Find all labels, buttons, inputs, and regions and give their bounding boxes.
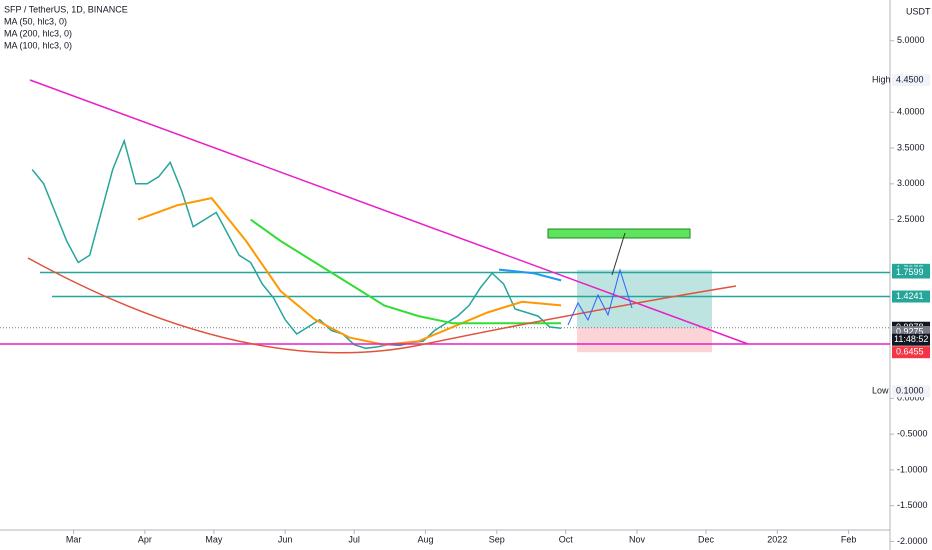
price-badge-label: 1.7599 [896, 267, 924, 277]
x-tick-label: 2022 [767, 534, 787, 544]
price-badge [892, 385, 930, 398]
price-line [31, 138, 562, 350]
ma-line [250, 218, 562, 325]
x-tick-label: Dec [698, 534, 715, 544]
price-badge-label: 0.9275 [896, 326, 924, 336]
y-tick-label: -1.5000 [897, 500, 928, 510]
price-tag: Low [872, 386, 889, 396]
x-tick-label: Aug [417, 534, 433, 544]
profit-zone [577, 269, 712, 328]
x-tick-label: Sep [489, 534, 505, 544]
price-badge-label: 1.4241 [896, 291, 924, 301]
legend-entry: MA (200, hlc3, 0) [4, 28, 72, 38]
y-tick-label: 0.0000 [897, 393, 925, 403]
price-badge [892, 74, 930, 87]
projection-path [567, 268, 633, 326]
price-badge-label: 0.6455 [896, 347, 924, 357]
y-tick-label: -1.0000 [897, 464, 928, 474]
y-tick-label: 5.0000 [897, 35, 925, 45]
legend-entry: MA (50, hlc3, 0) [4, 16, 67, 26]
y-tick-label: -2.0000 [897, 536, 928, 546]
price-badge [892, 346, 930, 359]
ma-line [498, 268, 562, 282]
y-tick-label: 4.0000 [897, 107, 925, 117]
ma-line [137, 196, 562, 346]
countdown: 11:48:52 [894, 334, 928, 344]
price-badge-label: 4.4500 [896, 74, 924, 84]
x-tick-label: Mar [66, 534, 82, 544]
legend-entry: MA (100, hlc3, 0) [4, 40, 72, 50]
y-tick-label: 2.5000 [897, 214, 925, 224]
price-badge [892, 266, 930, 279]
y-tick-label: 3.0000 [897, 178, 925, 188]
target-box [547, 228, 691, 239]
curve [27, 257, 737, 354]
x-tick-label: Jul [348, 534, 360, 544]
x-tick-label: Jun [278, 534, 293, 544]
arrow [611, 232, 626, 276]
x-tick-label: Feb [841, 534, 857, 544]
plot [0, 138, 890, 353]
y-tick-label: -0.5000 [897, 429, 928, 439]
x-tick-label: Oct [559, 534, 574, 544]
loss-zone [577, 327, 712, 353]
x-tick-label: Nov [629, 534, 646, 544]
price-badge-label: 0.1000 [896, 386, 924, 396]
legend-title: SFP / TetherUS, 1D, BINANCE [4, 4, 128, 14]
price-tag: High [872, 74, 891, 84]
x-tick-label: Apr [138, 534, 152, 544]
x-tick-label: May [205, 534, 223, 544]
currency: USDT [906, 6, 931, 16]
countdown-badge [892, 333, 930, 346]
y-tick-label: 3.5000 [897, 142, 925, 152]
price-badge [892, 290, 930, 303]
trendline [29, 79, 749, 345]
